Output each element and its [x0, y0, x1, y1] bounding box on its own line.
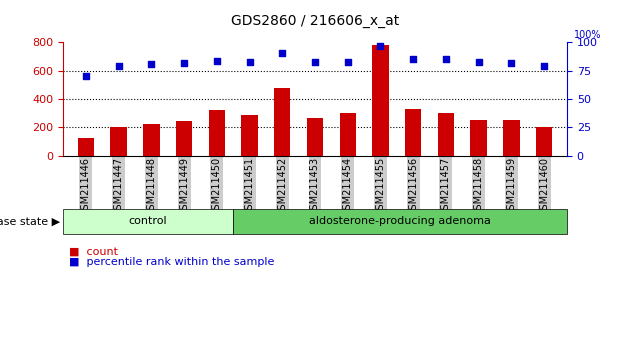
Text: aldosterone-producing adenoma: aldosterone-producing adenoma: [309, 216, 491, 226]
Point: [375, 43, 386, 49]
Point: [507, 60, 517, 66]
Bar: [405, 109, 421, 156]
Text: disease state ▶: disease state ▶: [0, 216, 60, 226]
Text: 100%: 100%: [574, 30, 602, 40]
Bar: [143, 124, 159, 156]
Bar: [274, 88, 290, 156]
Bar: [471, 120, 487, 156]
Point: [277, 50, 287, 56]
Bar: [372, 45, 389, 156]
Point: [179, 60, 189, 66]
Text: control: control: [129, 216, 168, 226]
Text: ■  percentile rank within the sample: ■ percentile rank within the sample: [69, 257, 275, 267]
Text: GDS2860 / 216606_x_at: GDS2860 / 216606_x_at: [231, 14, 399, 28]
Bar: [241, 115, 258, 156]
Point: [212, 58, 222, 63]
Point: [310, 59, 320, 64]
Bar: [176, 121, 192, 156]
Bar: [307, 118, 323, 156]
Bar: [209, 110, 225, 156]
Bar: [438, 113, 454, 156]
Point: [408, 57, 418, 62]
Bar: [536, 127, 553, 156]
Bar: [340, 113, 356, 156]
Bar: [110, 127, 127, 156]
Point: [113, 63, 123, 69]
Point: [474, 59, 484, 64]
Text: ■  count: ■ count: [69, 246, 118, 256]
Point: [146, 61, 156, 67]
Point: [244, 59, 255, 64]
Point: [539, 63, 549, 69]
Bar: [503, 120, 520, 156]
Point: [441, 57, 451, 62]
Point: [81, 74, 91, 79]
Bar: [77, 138, 94, 156]
Point: [343, 59, 353, 64]
